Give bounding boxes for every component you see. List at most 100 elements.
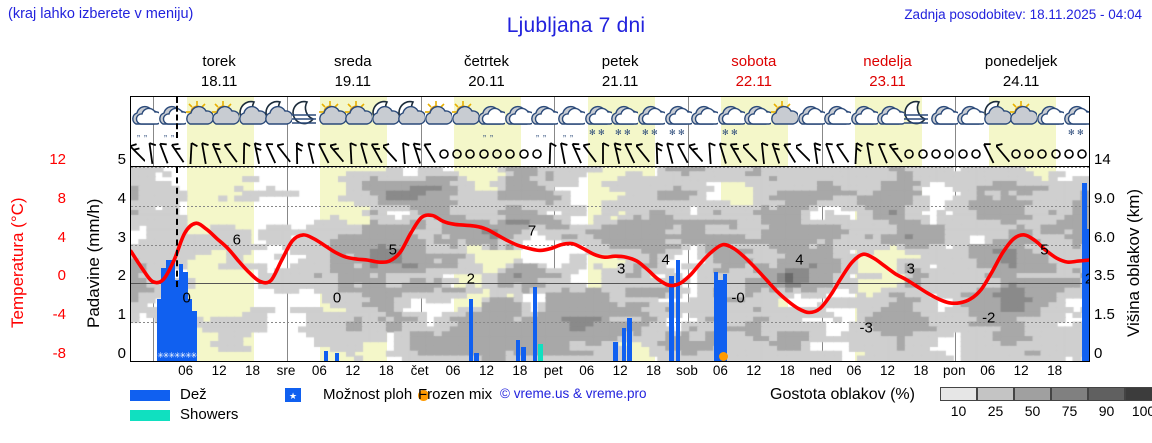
svg-text:„: „ (570, 128, 573, 138)
temperature-curve (131, 213, 1089, 315)
day-header-torek: torek 18.11 (152, 52, 286, 92)
weather-icon-cloud-rain: „ „ (528, 98, 563, 138)
time-tick-label: 18 (1047, 363, 1063, 378)
temperature-point-label: 3 (616, 260, 626, 278)
wind-barb (170, 140, 185, 164)
svg-text:✻: ✻ (722, 128, 729, 137)
wind-barb (716, 140, 730, 164)
day-gridline (821, 138, 823, 166)
wind-barb-calm (1035, 140, 1049, 164)
time-tick-label: 12 (879, 363, 895, 378)
time-tick-label: sre (276, 363, 296, 378)
frozen-mix-marker: ✳ (190, 351, 198, 360)
weather-icon-cloud-snow: ✻ ✻ (608, 98, 643, 138)
svg-text:„: „ (536, 128, 539, 138)
temperature-axis-title: Temperatura (°C) (8, 197, 27, 329)
time-tick-label: čet (410, 363, 429, 378)
temperature-point-label: -3 (859, 319, 873, 336)
temperature-tick: 0 (57, 267, 66, 285)
frozen-mix-marker: ✳ (173, 351, 181, 360)
time-tick-label: 06 (579, 363, 595, 378)
precipitation-bar-rain (334, 353, 340, 361)
day-date: 20.11 (468, 73, 505, 90)
wind-barb-calm (956, 140, 970, 164)
wind-barb (623, 140, 637, 164)
temperature-tick: 12 (49, 151, 66, 168)
weather-icon-cloud-rain: „ „ (555, 98, 589, 138)
time-axis-labels: 06 12 18 sre 06 12 18 čet 06 12 18 pet 06 12 18 sob 06 12… (130, 363, 1090, 383)
frozen-mix-marker: ✳ (157, 351, 164, 360)
wind-barb (344, 140, 358, 165)
time-tick-label: 06 (311, 363, 327, 378)
day-name: sobota (731, 53, 777, 70)
cloud-height-tick: 1.5 (1094, 306, 1115, 324)
wind-barb (304, 140, 318, 164)
weather-icon-sun-cloud (209, 98, 241, 138)
precipitation-tick: 2 (117, 267, 126, 285)
wind-barb-calm (969, 140, 983, 164)
current-time-marker (175, 167, 178, 288)
wind-barb (888, 140, 903, 164)
frozen-mix-marker: ✳ (162, 351, 170, 360)
wind-barb (290, 140, 304, 165)
weather-icon-cloud (741, 98, 776, 138)
day-gridline (1089, 97, 1090, 138)
svg-text:✻: ✻ (731, 128, 738, 137)
cloud-height-axis-ticks: 14 9.0 6.0 3.5 1.5 0 (1094, 151, 1134, 366)
svg-text:✻: ✻ (615, 128, 622, 137)
wind-barb (703, 140, 717, 165)
temperature-tick: -4 (52, 306, 66, 324)
wind-barb (329, 140, 345, 164)
precipitation-bar-rain (515, 339, 521, 361)
time-tick-label: 18 (512, 363, 528, 378)
precipitation-bar-rain (1086, 229, 1089, 361)
weather-icon-sun-cloud (768, 98, 800, 138)
wind-barb (423, 140, 437, 164)
time-tick-label: 12 (345, 363, 361, 378)
cloud-density-swatch (1125, 387, 1152, 401)
day-date: 21.11 (601, 73, 639, 90)
precipitation-tick: 3 (117, 228, 126, 246)
precipitation-tick: 4 (117, 189, 126, 207)
cloud-density-field (131, 167, 1089, 361)
showers-chance-legend-label: Možnost ploh (323, 386, 413, 403)
page-title: Ljubljana 7 dni (506, 14, 646, 37)
precipitation-tick: 5 (117, 151, 126, 168)
weather-icon-moon-fog (289, 98, 319, 138)
weather-icon-cloud-rain: „ „ (131, 98, 164, 138)
wind-barb (741, 140, 758, 164)
day-name: sreda (334, 53, 372, 70)
wind-barb (862, 140, 876, 165)
weather-icon-cloud-rain: „ „ (156, 98, 190, 138)
precipitation-bar-rain (174, 279, 179, 361)
weather-icon-cloud-snow: ✻ ✻ (662, 98, 696, 138)
precipitation-tick: 0 (117, 345, 126, 362)
temperature-gridline (131, 244, 1089, 246)
precipitation-tick: 1 (117, 306, 126, 324)
wind-barb-calm (1049, 140, 1063, 164)
wind-barb (570, 140, 584, 164)
cloud-density-swatch (1088, 387, 1125, 401)
day-name: torek (202, 53, 236, 70)
wind-barb-calm (463, 140, 477, 164)
weather-icon-cloud-snow: ✻ ✻ (715, 98, 749, 138)
frozen-mix-marker-orange (718, 352, 728, 361)
temperature-gridline (131, 361, 1089, 362)
svg-text:✻: ✻ (651, 128, 658, 137)
day-gridline (286, 138, 288, 166)
wind-barb-calm (477, 140, 491, 164)
wind-barb (635, 140, 651, 164)
temperature-gridline (131, 283, 1089, 285)
wind-barb (410, 140, 424, 164)
frozen-mix-marker: ✳ (168, 351, 175, 360)
temperature-point-label: 2 (466, 270, 475, 288)
temperature-tick: -8 (52, 345, 66, 362)
precipitation-bar-rain (669, 275, 674, 361)
wind-barb-calm (503, 140, 517, 164)
wind-barb (370, 140, 384, 164)
time-tick-label: 12 (746, 363, 762, 378)
time-tick-label: ned (809, 363, 832, 378)
temperature-gridline (131, 322, 1089, 324)
temperature-point-label: 5 (1040, 241, 1049, 259)
